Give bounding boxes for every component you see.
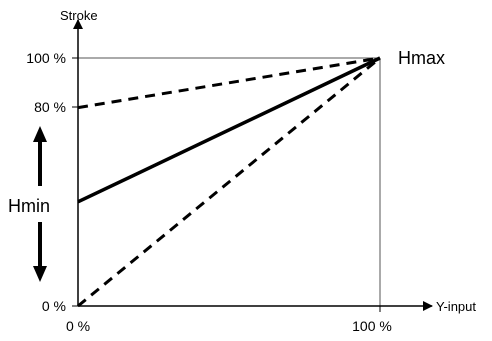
hmin-label: Hmin bbox=[8, 196, 50, 216]
x-tick-label-100: 100 % bbox=[352, 318, 392, 334]
hmax-label: Hmax bbox=[398, 48, 445, 68]
x-tick-label-0: 0 % bbox=[66, 318, 90, 334]
y-axis-label: Stroke bbox=[60, 8, 98, 23]
y-tick-label-100: 100 % bbox=[26, 50, 66, 66]
y-tick-label-0: 0 % bbox=[42, 298, 66, 314]
y-tick-label-80: 80 % bbox=[34, 99, 66, 115]
hmin-arrow-down-head bbox=[33, 266, 47, 282]
series-line-1 bbox=[77, 56, 381, 204]
x-axis-label: Y-input bbox=[436, 299, 476, 314]
series-line-2 bbox=[77, 56, 381, 110]
series-line-3 bbox=[77, 56, 381, 308]
hmin-arrow-up-head bbox=[33, 126, 47, 142]
